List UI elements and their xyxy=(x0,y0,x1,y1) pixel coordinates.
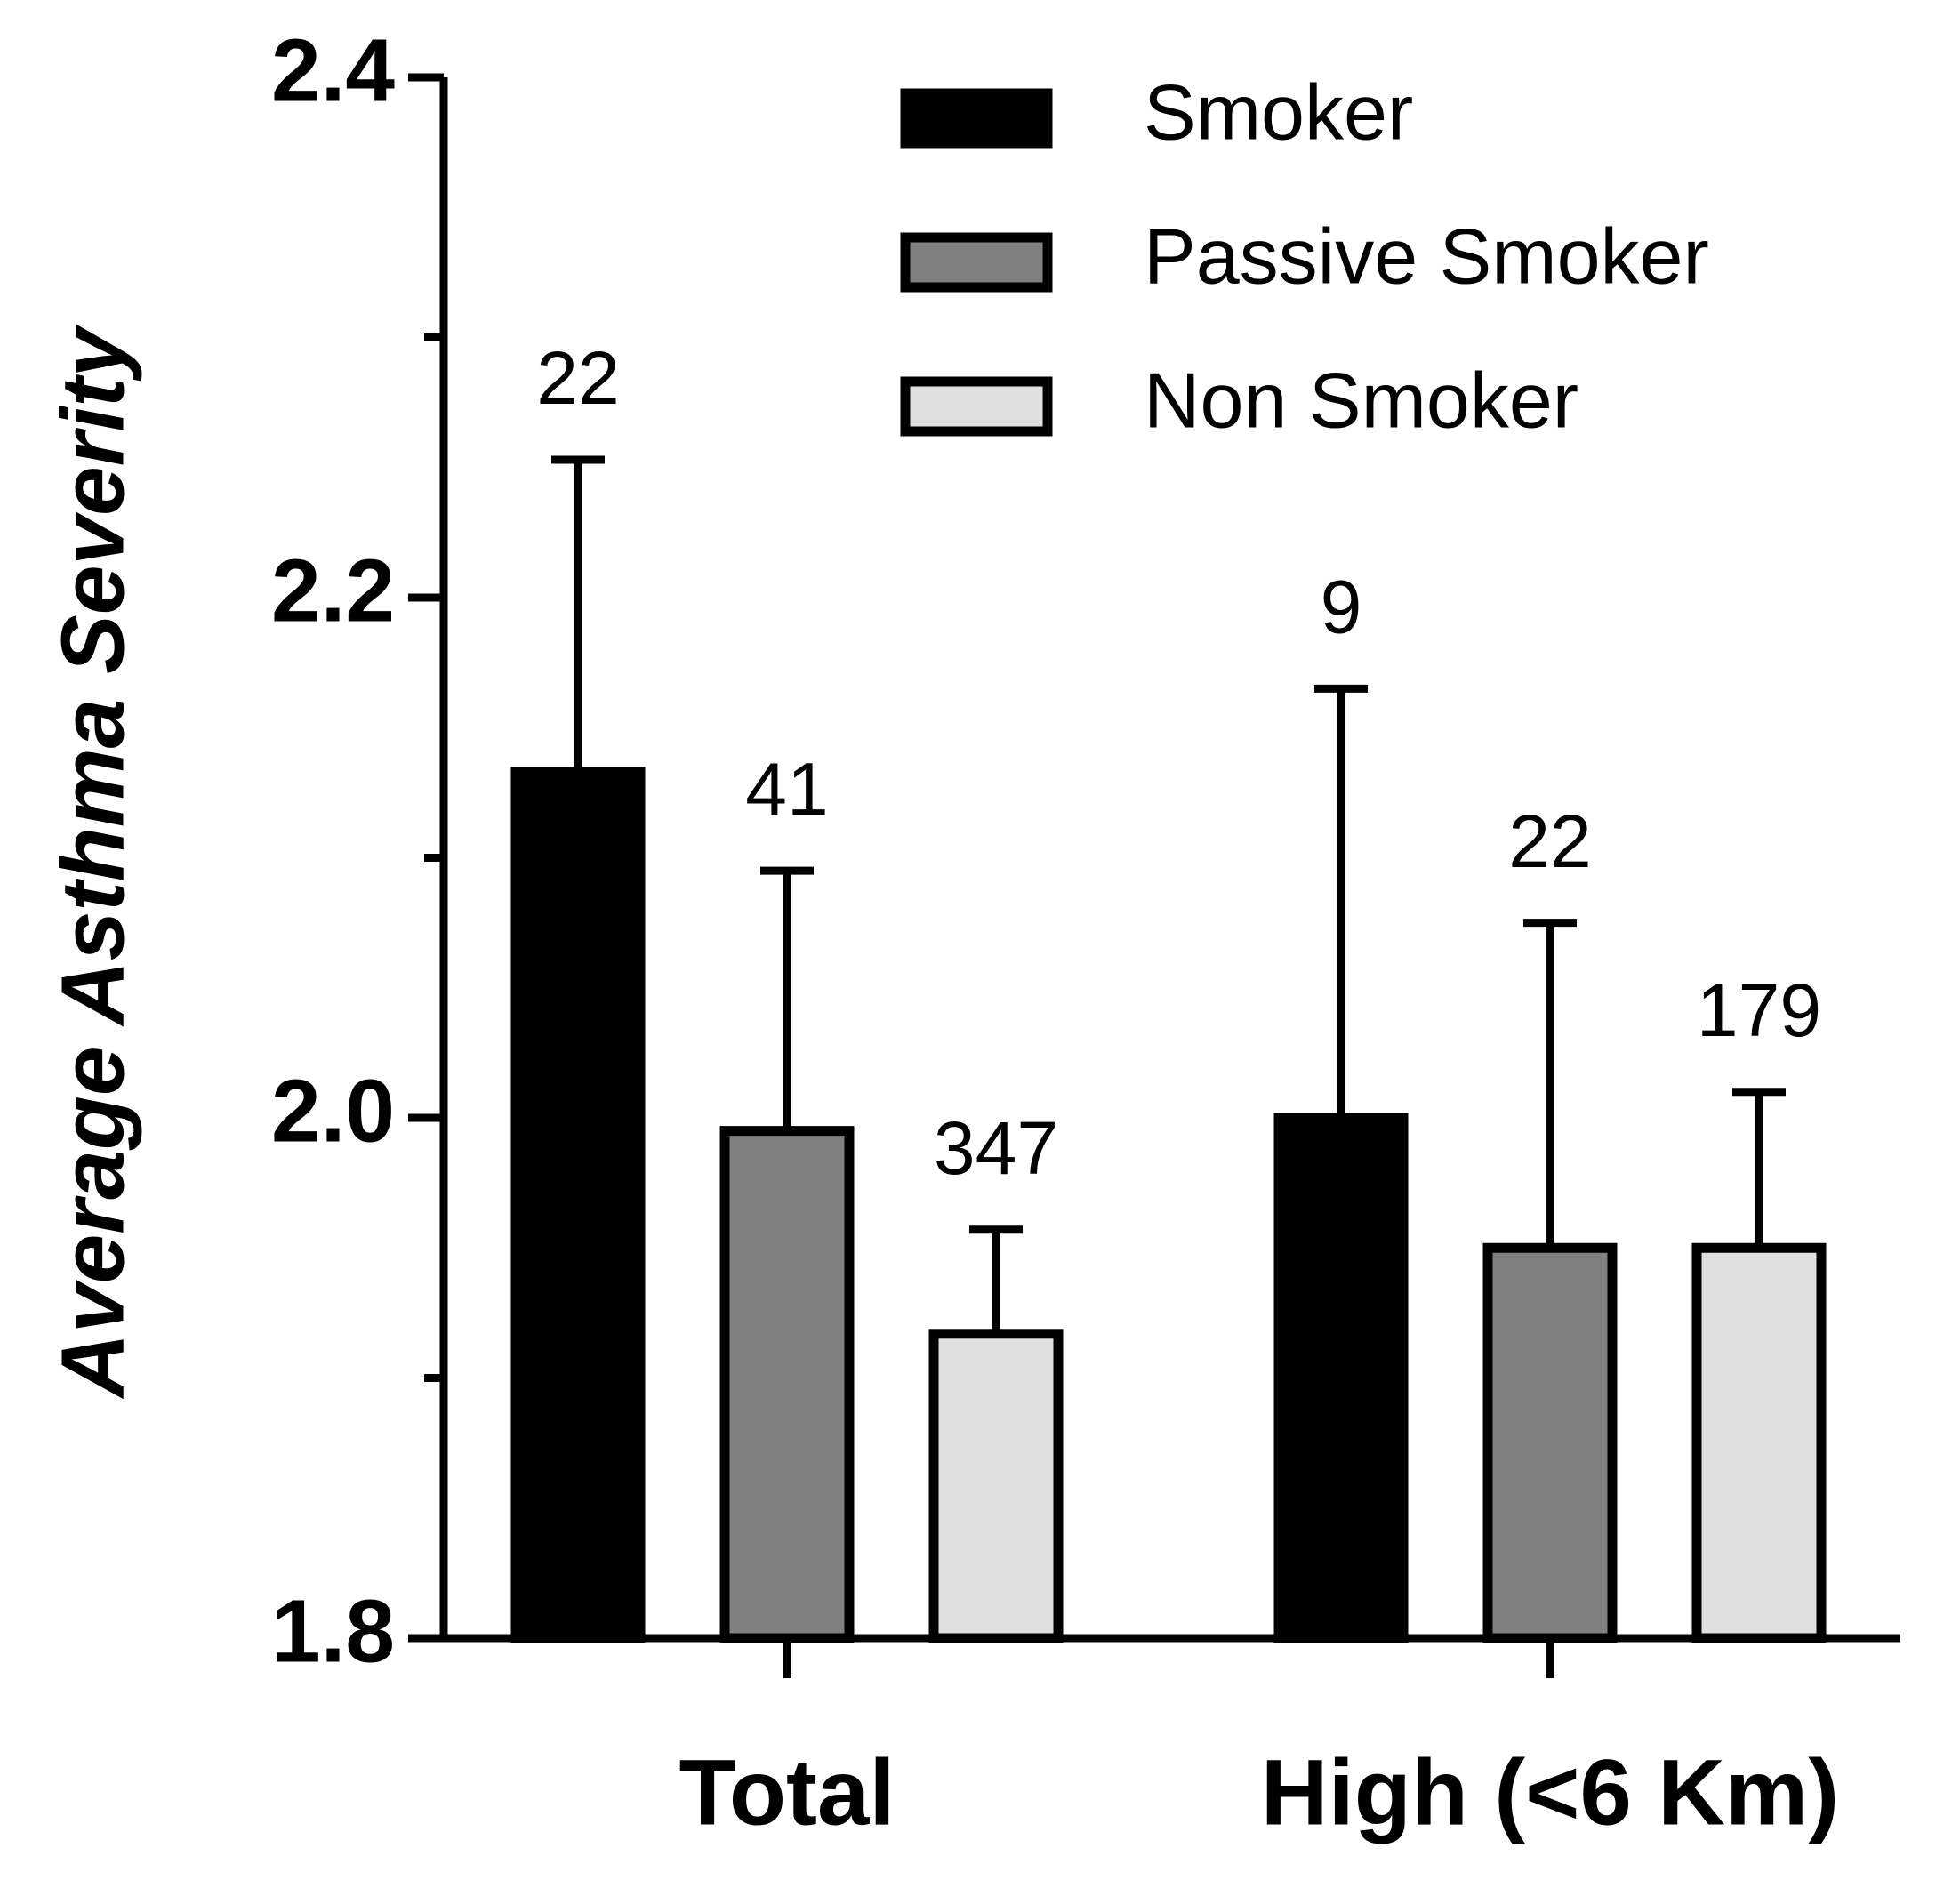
count-label: 41 xyxy=(745,747,828,831)
bar xyxy=(1273,1113,1409,1643)
y-tick-label: 2.4 xyxy=(271,20,395,120)
x-tick-label: High (<6 Km) xyxy=(1261,1741,1839,1845)
y-tick-label: 2.2 xyxy=(271,541,395,640)
x-tick-label: Total xyxy=(679,1741,895,1845)
count-label: 9 xyxy=(1321,566,1362,649)
y-tick-label: 2.0 xyxy=(271,1061,395,1161)
bar xyxy=(1691,1242,1827,1643)
bar xyxy=(928,1329,1064,1643)
y-tick-label: 1.8 xyxy=(271,1581,395,1681)
legend-swatch xyxy=(900,88,1053,149)
count-label: 22 xyxy=(1508,799,1591,883)
legend-swatch xyxy=(900,232,1053,293)
count-label: 22 xyxy=(536,336,619,420)
bar xyxy=(1482,1242,1618,1643)
legend-swatch xyxy=(900,376,1053,437)
bar xyxy=(719,1126,855,1643)
count-label: 179 xyxy=(1697,968,1821,1052)
count-label: 347 xyxy=(934,1106,1058,1190)
legend-label: Passive Smoker xyxy=(1144,212,1709,300)
y-axis-title: Average Asthma Severity xyxy=(43,324,142,1400)
legend-label: Non Smoker xyxy=(1144,356,1578,444)
bar xyxy=(510,767,646,1643)
legend-label: Smoker xyxy=(1144,68,1413,156)
